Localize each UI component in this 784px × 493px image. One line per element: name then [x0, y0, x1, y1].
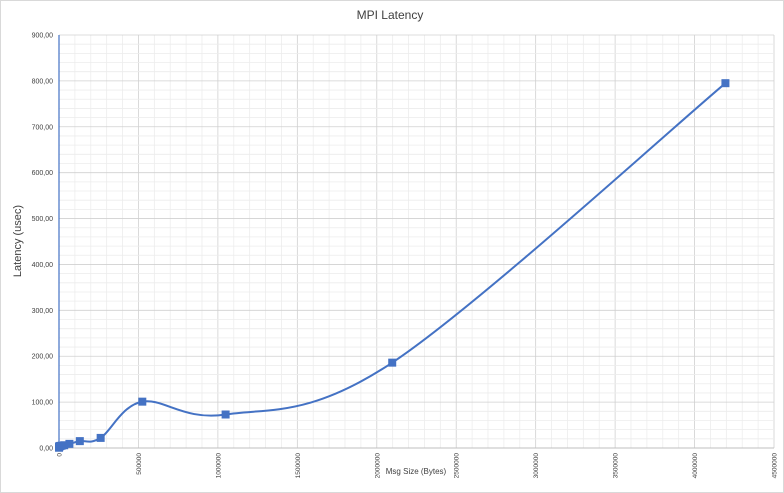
- data-point-marker: [96, 433, 105, 442]
- x-tick-label: 2000000: [374, 453, 381, 479]
- x-tick-labels: 0 500000 1000000 1500000 2000000 2500000 30000…: [57, 453, 779, 479]
- x-tick-label: 2500000: [454, 453, 461, 479]
- y-tick-labels: 0,00 100,00 200,00 300,00 400,00 500,00 600,00…: [32, 33, 54, 453]
- data-point-marker: [138, 397, 147, 406]
- data-point-marker: [60, 441, 69, 450]
- x-axis-title: Msg Size (Bytes): [386, 467, 447, 476]
- x-tick-label: 500000: [136, 453, 143, 475]
- series-layer: [55, 79, 730, 452]
- x-tick-label: 0: [57, 453, 64, 457]
- y-tick-label: 600,00: [32, 170, 54, 177]
- x-tick-label: 1000000: [215, 453, 222, 479]
- data-point-marker: [388, 358, 397, 367]
- x-tick-label: 1500000: [295, 453, 302, 479]
- axes: [58, 35, 774, 449]
- x-tick-label: 3500000: [613, 453, 620, 479]
- y-tick-label: 300,00: [32, 308, 54, 315]
- y-tick-label: 200,00: [32, 354, 54, 361]
- data-point-marker: [221, 410, 230, 419]
- y-tick-label: 500,00: [32, 216, 54, 223]
- y-axis-title: Latency (usec): [12, 205, 24, 277]
- data-point-marker: [721, 79, 730, 88]
- y-tick-label: 700,00: [32, 124, 54, 131]
- gridlines: [58, 34, 775, 449]
- y-tick-label: 400,00: [32, 262, 54, 269]
- y-tick-label: 100,00: [32, 400, 54, 407]
- y-tick-label: 800,00: [32, 78, 54, 85]
- y-tick-label: 0,00: [39, 446, 53, 453]
- x-tick-label: 4000000: [692, 453, 699, 479]
- x-tick-label: 4500000: [772, 453, 779, 479]
- chart-title: MPI Latency: [357, 8, 424, 22]
- y-tick-label: 900,00: [32, 33, 54, 40]
- data-point-marker: [75, 437, 84, 446]
- x-tick-label: 3000000: [533, 453, 540, 479]
- data-point-marker: [65, 439, 74, 448]
